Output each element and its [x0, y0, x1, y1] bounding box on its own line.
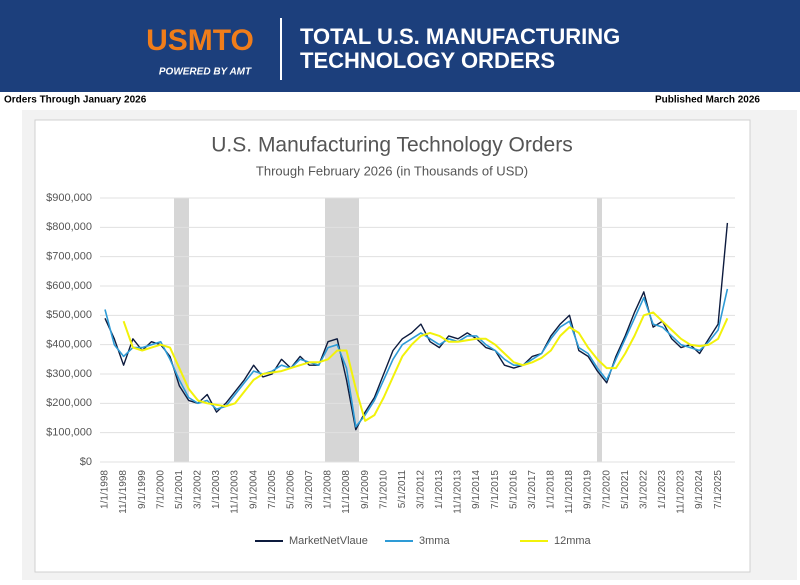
x-tick-label: 1/1/2013 [434, 470, 445, 509]
note-left: Orders Through January 2026 [4, 95, 147, 106]
x-tick-label: 11/1/1998 [118, 470, 129, 514]
x-tick-label: 9/1/2009 [360, 470, 371, 509]
x-tick-label: 5/1/2001 [174, 470, 185, 509]
x-tick-label: 11/1/2003 [230, 470, 241, 514]
x-tick-label: 1/1/2023 [657, 470, 668, 509]
chart-subtitle: Through February 2026 (in Thousands of U… [256, 163, 528, 178]
x-tick-label: 5/1/2011 [397, 470, 408, 509]
x-tick-label: 1/1/2008 [323, 470, 334, 509]
banner-title: TECHNOLOGY ORDERS [300, 48, 555, 73]
x-tick-label: 7/1/2010 [378, 470, 389, 509]
banner [0, 0, 800, 92]
x-tick-label: 3/1/2002 [193, 470, 204, 509]
x-tick-label: 11/1/2013 [453, 470, 464, 514]
y-tick-label: $500,000 [46, 309, 92, 321]
y-tick-label: $900,000 [46, 192, 92, 204]
x-tick-label: 3/1/2022 [638, 470, 649, 509]
x-tick-label: 9/1/1999 [137, 470, 148, 509]
x-tick-label: 7/1/2000 [155, 470, 166, 509]
y-tick-label: $400,000 [46, 339, 92, 351]
x-tick-label: 5/1/2006 [285, 470, 296, 509]
chart-panel [34, 119, 751, 573]
series-line [104, 222, 729, 431]
y-tick-label: $600,000 [46, 280, 92, 292]
x-tick-label: 11/1/2023 [676, 470, 687, 514]
recession-band [597, 198, 602, 462]
x-tick-label: 7/1/2005 [267, 470, 278, 509]
x-tick-label: 7/1/2015 [490, 470, 501, 509]
x-tick-label: 9/1/2004 [248, 470, 259, 509]
banner-title: TOTAL U.S. MANUFACTURING [300, 24, 620, 49]
logo: USMTO [146, 24, 254, 57]
x-tick-label: 1/1/2003 [211, 470, 222, 509]
powered-by: POWERED BY AMT [159, 67, 252, 78]
legend-label: 12mma [554, 535, 592, 547]
x-tick-label: 5/1/2021 [620, 470, 631, 509]
x-tick-label: 7/1/2025 [713, 470, 724, 509]
y-tick-label: $0 [80, 456, 92, 468]
legend-label: MarketNetVlaue [289, 535, 368, 547]
x-tick-label: 3/1/2012 [415, 470, 426, 509]
x-tick-label: 11/1/2008 [341, 470, 352, 514]
chart-title: U.S. Manufacturing Technology Orders [211, 134, 572, 157]
x-tick-label: 11/1/2018 [564, 470, 575, 514]
x-tick-label: 5/1/2016 [508, 470, 519, 509]
y-tick-label: $800,000 [46, 221, 92, 233]
y-tick-label: $300,000 [46, 368, 92, 380]
x-tick-label: 1/1/1998 [100, 470, 111, 509]
y-tick-label: $200,000 [46, 397, 92, 409]
series-line [122, 311, 729, 422]
x-tick-label: 9/1/2024 [694, 470, 705, 509]
y-tick-label: $700,000 [46, 251, 92, 263]
x-tick-label: 1/1/2018 [546, 470, 557, 509]
x-tick-label: 9/1/2019 [583, 470, 594, 509]
note-right: Published March 2026 [655, 95, 760, 106]
x-tick-label: 3/1/2017 [527, 470, 538, 509]
legend-label: 3mma [419, 535, 450, 547]
x-tick-label: 3/1/2007 [304, 470, 315, 509]
series-line [104, 288, 729, 428]
recession-band [174, 198, 189, 462]
x-tick-label: 9/1/2014 [471, 470, 482, 509]
x-tick-label: 7/1/2020 [601, 470, 612, 509]
y-tick-label: $100,000 [46, 427, 92, 439]
